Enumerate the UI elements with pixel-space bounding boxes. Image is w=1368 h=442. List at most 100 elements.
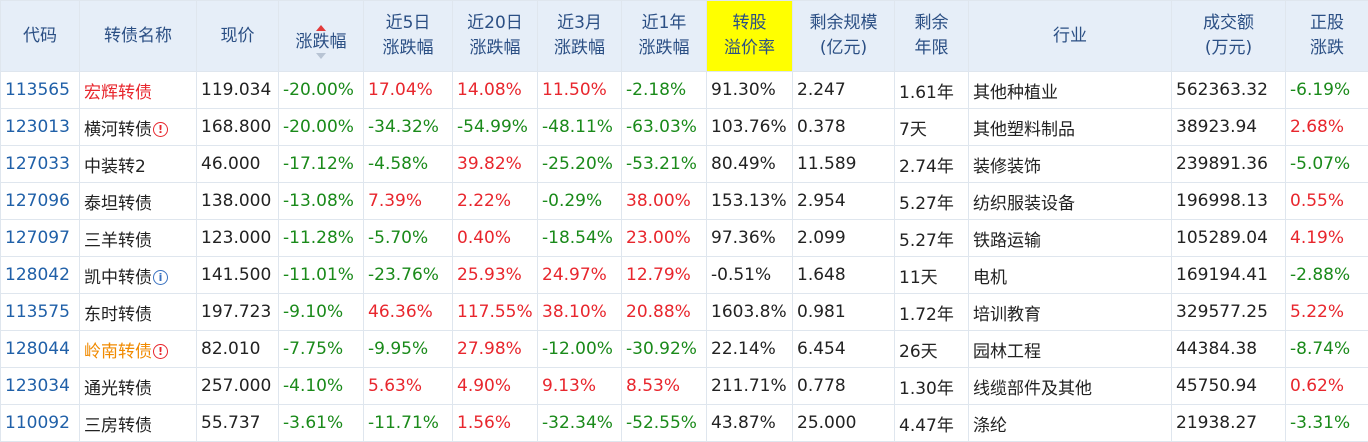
sort-up-icon xyxy=(316,24,326,31)
chg20d-cell: 25.93% xyxy=(452,256,538,294)
stock-change-cell: -6.19% xyxy=(1285,71,1368,109)
chg1y-cell: 38.00% xyxy=(621,182,707,220)
stock-change-cell: -5.07% xyxy=(1285,145,1368,183)
size-cell: 6.454 xyxy=(792,330,895,368)
volume-cell: 38923.94 xyxy=(1171,108,1286,146)
bond-code-link[interactable]: 127033 xyxy=(0,145,80,183)
chg5d-cell: -4.58% xyxy=(363,145,453,183)
table-row[interactable]: 128044 岭南转债! 82.010 -7.75% -9.95% 27.98% -12.0… xyxy=(0,330,1368,368)
sort-indicator: 涨跌幅 xyxy=(296,24,347,59)
bond-name-link[interactable]: 三房转债 xyxy=(79,404,197,442)
col-header-term[interactable]: 剩余 年限 xyxy=(894,0,969,72)
premium-cell: 97.36% xyxy=(706,219,793,257)
change-cell: -7.75% xyxy=(278,330,364,368)
table-row[interactable]: 127097 三羊转债 123.000 -11.28% -5.70% 0.40% -18.5… xyxy=(0,219,1368,257)
table-row[interactable]: 113575 东时转债 197.723 -9.10% 46.36% 117.55% 38.1… xyxy=(0,293,1368,331)
bond-name-link[interactable]: 凯中转债 i xyxy=(79,256,197,294)
stock-change-cell: 5.22% xyxy=(1285,293,1368,331)
price-cell: 46.000 xyxy=(196,145,279,183)
chg1y-cell: 20.88% xyxy=(621,293,707,331)
col-header-chg5d[interactable]: 近5日 涨跌幅 xyxy=(363,0,453,72)
bond-code-link[interactable]: 127096 xyxy=(0,182,80,220)
bond-code-link[interactable]: 113565 xyxy=(0,71,80,109)
sort-down-icon xyxy=(316,52,326,59)
bond-code-link[interactable]: 123013 xyxy=(0,108,80,146)
chg20d-cell: 14.08% xyxy=(452,71,538,109)
chg1y-cell: -2.18% xyxy=(621,71,707,109)
price-cell: 55.737 xyxy=(196,404,279,442)
industry-cell: 其他种植业 xyxy=(968,71,1172,109)
chg1y-cell: 8.53% xyxy=(621,367,707,405)
col-header-code[interactable]: 代码 xyxy=(0,0,80,72)
chg3m-cell: 9.13% xyxy=(537,367,622,405)
col-header-size[interactable]: 剩余规模 (亿元) xyxy=(792,0,895,72)
col-header-industry[interactable]: 行业 xyxy=(968,0,1172,72)
table-row[interactable]: 110092 三房转债 55.737 -3.61% -11.71% 1.56% -32.34… xyxy=(0,404,1368,442)
bond-name-link[interactable]: 中装转2 xyxy=(79,145,197,183)
chg20d-cell: 39.82% xyxy=(452,145,538,183)
bond-name-link[interactable]: 三羊转债 xyxy=(79,219,197,257)
term-cell: 2.74年 xyxy=(894,145,969,183)
industry-cell: 铁路运输 xyxy=(968,219,1172,257)
chg20d-cell: 27.98% xyxy=(452,330,538,368)
col-header-chg20d[interactable]: 近20日 涨跌幅 xyxy=(452,0,538,72)
term-cell: 7天 xyxy=(894,108,969,146)
size-cell: 25.000 xyxy=(792,404,895,442)
bond-name-link[interactable]: 泰坦转债 xyxy=(79,182,197,220)
industry-cell: 装修装饰 xyxy=(968,145,1172,183)
bond-code-link[interactable]: 128042 xyxy=(0,256,80,294)
bond-name-link[interactable]: 横河转债! xyxy=(79,108,197,146)
volume-cell: 44384.38 xyxy=(1171,330,1286,368)
change-cell: -9.10% xyxy=(278,293,364,331)
term-cell: 5.27年 xyxy=(894,219,969,257)
col-header-change[interactable]: 涨跌幅 xyxy=(278,0,364,72)
bond-name-link[interactable]: 通光转债 xyxy=(79,367,197,405)
chg5d-cell: 5.63% xyxy=(363,367,453,405)
header-row: 代码 转债名称 现价 涨跌幅 近5日 涨跌幅 近20日 涨跌幅 近3月 涨跌幅 近1年… xyxy=(0,0,1368,72)
chg5d-cell: 7.39% xyxy=(363,182,453,220)
col-header-chg3m[interactable]: 近3月 涨跌幅 xyxy=(537,0,622,72)
warning-icon[interactable]: ! xyxy=(153,343,168,359)
size-cell: 0.981 xyxy=(792,293,895,331)
bond-code-link[interactable]: 123034 xyxy=(0,367,80,405)
table-row[interactable]: 127033 中装转2 46.000 -17.12% -4.58% 39.82% -25.2… xyxy=(0,145,1368,183)
stock-change-cell: -2.88% xyxy=(1285,256,1368,294)
industry-cell: 涤纶 xyxy=(968,404,1172,442)
industry-cell: 线缆部件及其他 xyxy=(968,367,1172,405)
chg5d-cell: 17.04% xyxy=(363,71,453,109)
bond-code-link[interactable]: 128044 xyxy=(0,330,80,368)
bond-name-link[interactable]: 宏辉转债 xyxy=(79,71,197,109)
col-header-stock-change[interactable]: 正股 涨跌 xyxy=(1285,0,1368,72)
chg20d-cell: -54.99% xyxy=(452,108,538,146)
info-icon[interactable]: i xyxy=(153,269,168,285)
table-row[interactable]: 127096 泰坦转债 138.000 -13.08% 7.39% 2.22% -0.29%… xyxy=(0,182,1368,220)
bond-code-link[interactable]: 113575 xyxy=(0,293,80,331)
bond-code-link[interactable]: 127097 xyxy=(0,219,80,257)
table-row[interactable]: 123013 横河转债! 168.800 -20.00% -34.32% -54.99% -… xyxy=(0,108,1368,146)
bond-name-link[interactable]: 东时转债 xyxy=(79,293,197,331)
bond-code-link[interactable]: 110092 xyxy=(0,404,80,442)
col-header-premium[interactable]: 转股 溢价率 xyxy=(706,0,793,72)
table-row[interactable]: 123034 通光转债 257.000 -4.10% 5.63% 4.90% 9.13% 8.… xyxy=(0,367,1368,405)
chg5d-cell: -5.70% xyxy=(363,219,453,257)
chg20d-cell: 1.56% xyxy=(452,404,538,442)
chg1y-cell: 23.00% xyxy=(621,219,707,257)
col-header-volume[interactable]: 成交额 (万元) xyxy=(1171,0,1286,72)
col-header-name[interactable]: 转债名称 xyxy=(79,0,197,72)
col-header-chg1y[interactable]: 近1年 涨跌幅 xyxy=(621,0,707,72)
industry-cell: 园林工程 xyxy=(968,330,1172,368)
change-cell: -17.12% xyxy=(278,145,364,183)
warning-icon[interactable]: ! xyxy=(153,121,168,137)
term-cell: 1.72年 xyxy=(894,293,969,331)
change-cell: -11.01% xyxy=(278,256,364,294)
price-cell: 138.000 xyxy=(196,182,279,220)
table-row[interactable]: 113565 宏辉转债 119.034 -20.00% 17.04% 14.08% 11.5… xyxy=(0,71,1368,109)
col-header-price[interactable]: 现价 xyxy=(196,0,279,72)
table-row[interactable]: 128042 凯中转债 i 141.500 -11.01% -23.76% 25.93% 24… xyxy=(0,256,1368,294)
chg3m-cell: -32.34% xyxy=(537,404,622,442)
stock-change-cell: 2.68% xyxy=(1285,108,1368,146)
bond-name-link[interactable]: 岭南转债! xyxy=(79,330,197,368)
industry-cell: 电机 xyxy=(968,256,1172,294)
premium-cell: 22.14% xyxy=(706,330,793,368)
industry-cell: 其他塑料制品 xyxy=(968,108,1172,146)
